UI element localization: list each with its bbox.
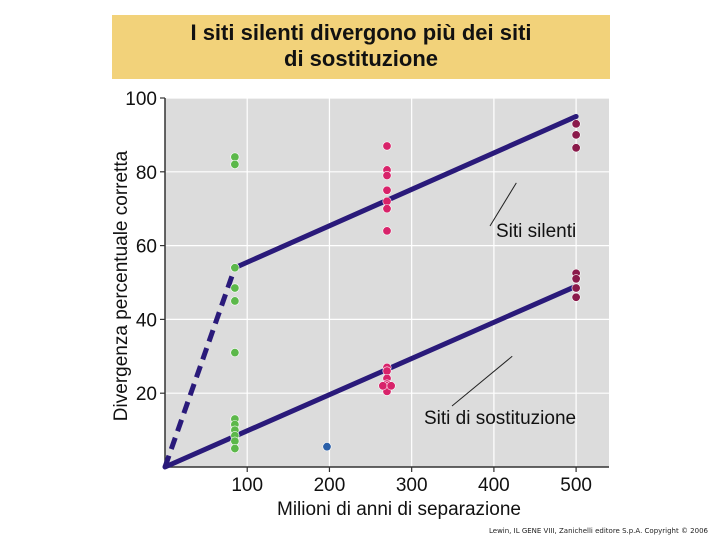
annotation-label: Siti silenti xyxy=(496,221,576,242)
pink-point xyxy=(382,204,392,214)
silent-early-line xyxy=(162,266,238,468)
annotation-leader-line xyxy=(451,355,513,407)
dark-pink-point xyxy=(571,143,581,153)
dark-pink-point xyxy=(571,283,581,293)
pink-point xyxy=(382,170,392,180)
axes xyxy=(160,97,609,472)
y-axis-label: Divergenza percentuale corretta xyxy=(111,150,132,421)
annotation-leader-line xyxy=(489,182,517,227)
x-tick-label: 500 xyxy=(560,475,592,496)
y-tick-label: 80 xyxy=(136,163,157,184)
y-tick-label: 100 xyxy=(125,89,157,110)
green-point xyxy=(230,348,240,358)
x-tick-label: 400 xyxy=(478,475,510,496)
y-tick-label: 60 xyxy=(136,237,157,258)
pink-point xyxy=(382,185,392,195)
dark-pink-point xyxy=(571,292,581,302)
pink-point xyxy=(378,381,388,391)
x-tick-label: 300 xyxy=(396,475,428,496)
green-point xyxy=(230,263,240,273)
x-axis-label: Milioni di anni di separazione xyxy=(277,499,521,520)
y-tick-label: 20 xyxy=(136,384,157,405)
annotations: Siti silenti Siti di sostituzione xyxy=(424,182,576,429)
y-tick-label: 40 xyxy=(136,310,157,331)
pink-point xyxy=(386,381,396,391)
green-point xyxy=(230,283,240,293)
copyright-credit: Lewin, IL GENE VIII, Zanichelli editore … xyxy=(488,527,708,535)
x-tick-label: 100 xyxy=(231,475,263,496)
silent-trend-line xyxy=(232,113,579,271)
title-line-2: di sostituzione xyxy=(284,46,438,71)
x-tick-label: 200 xyxy=(314,475,346,496)
dark-pink-point xyxy=(571,119,581,129)
pink-point xyxy=(382,226,392,236)
dark-pink-point xyxy=(571,274,581,284)
pink-point xyxy=(382,141,392,151)
dark-pink-point xyxy=(571,130,581,140)
blue-point xyxy=(322,442,332,452)
green-point xyxy=(230,444,240,454)
title-line-1: I siti silenti divergono più dei siti xyxy=(190,20,532,45)
data-points xyxy=(230,119,581,454)
title-box: I siti silenti divergono più dei siti di… xyxy=(112,15,610,79)
green-point xyxy=(230,159,240,169)
green-point xyxy=(230,296,240,306)
plot-area xyxy=(165,98,609,467)
annotation-label: Siti di sostituzione xyxy=(424,408,576,429)
tick-labels: 20 40 60 80 100 100 200 300 400 500 xyxy=(125,89,592,496)
